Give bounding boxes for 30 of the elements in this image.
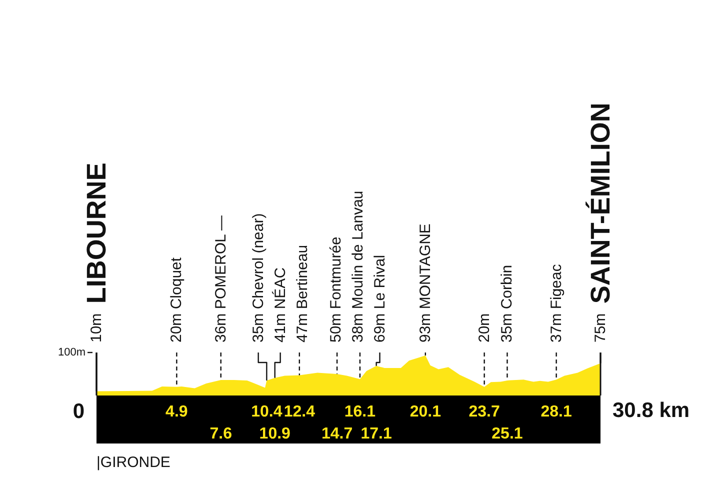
annotation: 20m Cloquet — [168, 256, 186, 342]
annotation: 69m Le Rival — [371, 254, 388, 342]
annotation: 47m Bertineau — [294, 244, 311, 342]
annotation: 36m POMEROL — — [212, 216, 230, 342]
x-tick-label: 23.7 — [468, 404, 500, 420]
annotation: 75m SAINT-ÉMILION — [586, 102, 616, 342]
annotation: 10m LIBOURNE — [82, 162, 112, 342]
ref-line-label: 0 — [72, 400, 85, 423]
annotation: 50m Fontmurée — [327, 236, 344, 342]
annotation: 93m MONTAGNE — [416, 224, 434, 342]
annotation: 38m Moulin de Lanvau — [349, 190, 366, 342]
annotation: 35m Corbin — [498, 264, 516, 342]
text: |GIRONDE — [96, 454, 170, 471]
ref-line-label: 30.8 km — [612, 399, 690, 422]
x-tick-label: 10.4 — [251, 404, 282, 420]
x-tick-label: 16.1 — [344, 404, 376, 420]
x2-tick-label: 10.9 — [259, 426, 291, 442]
x-tick-label: 4.9 — [166, 404, 188, 420]
x-tick-label: 28.1 — [540, 404, 572, 420]
x2-tick-label: 7.6 — [210, 426, 232, 442]
x2-tick-label: 14.7 — [321, 426, 353, 442]
y-tick-label: 100m — [58, 346, 86, 358]
x-tick-label: 12.4 — [284, 404, 316, 420]
annotation: 35m Chevrol (near) — [250, 213, 267, 342]
annotation: 20m — [476, 313, 493, 342]
x2-tick-label: 25.1 — [492, 426, 523, 442]
annotation: 41m NÉAC — [270, 267, 289, 342]
x2-tick-label: 17.1 — [360, 426, 392, 442]
x-tick-label: 20.1 — [410, 404, 442, 420]
annotation: 37m Figeac — [548, 264, 565, 342]
